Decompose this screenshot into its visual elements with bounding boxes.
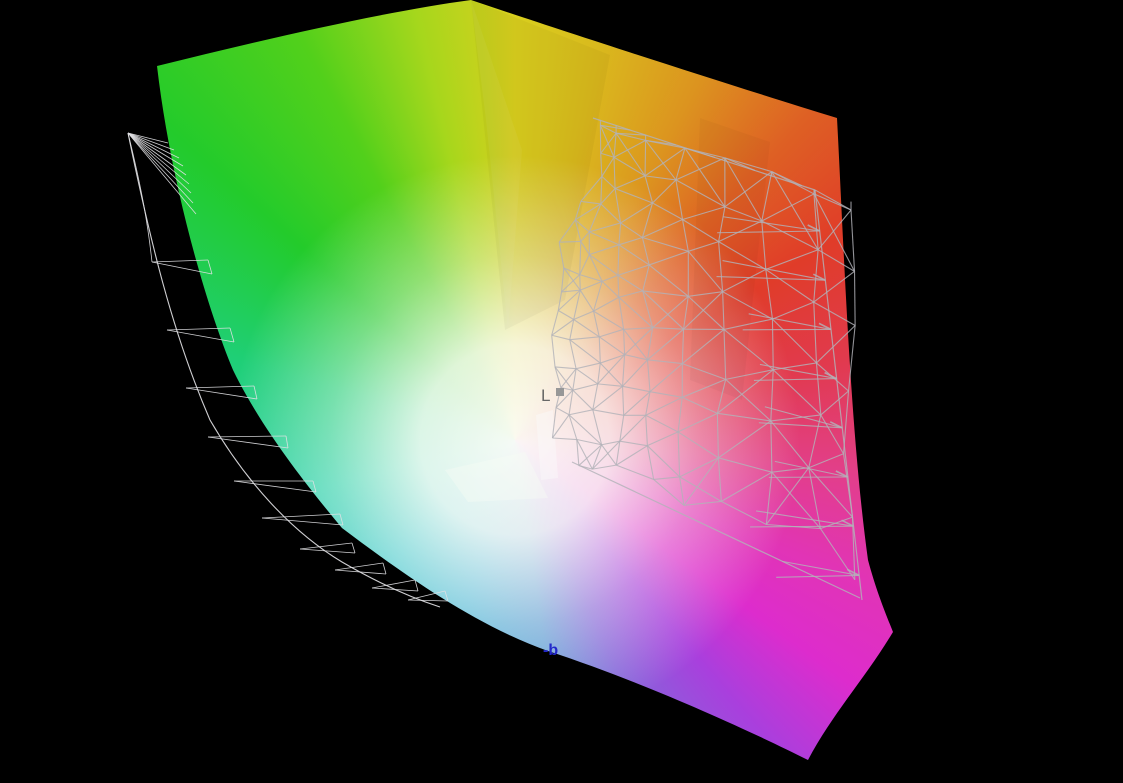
axis-label-blue-negative: -b — [543, 642, 559, 659]
axis-label-lightness: L — [541, 386, 552, 405]
comparison-gamut-wireframe — [127, 117, 863, 608]
gamut-facets — [445, 0, 558, 502]
axis-marker-square — [556, 388, 564, 396]
